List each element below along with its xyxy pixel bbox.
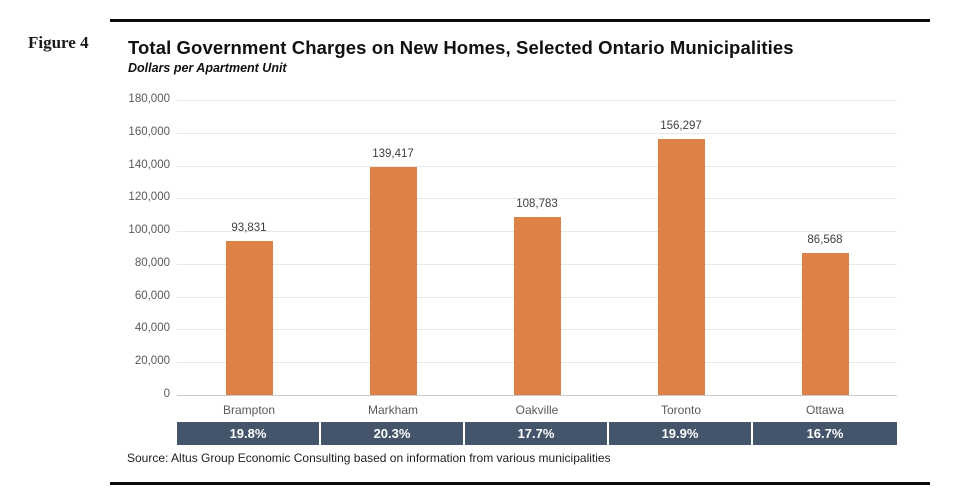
y-axis-tick-label: 120,000	[128, 191, 170, 204]
percent-band-cell: 19.9%	[609, 422, 753, 445]
y-axis-tick-label: 60,000	[134, 289, 170, 302]
y-axis-tick-label: 100,000	[128, 224, 170, 237]
percent-band-cell-label: 17.7%	[517, 426, 555, 441]
bar-value-label: 139,417	[372, 147, 414, 160]
percent-band-cell: 19.8%	[177, 422, 321, 445]
x-axis-category-label: Oakville	[515, 403, 559, 417]
chart-subtitle: Dollars per Apartment Unit	[128, 61, 287, 75]
percent-band-cell-label: 19.9%	[661, 426, 699, 441]
y-axis-tick-label: 140,000	[128, 158, 170, 171]
bar	[657, 138, 705, 395]
gridline	[177, 165, 897, 167]
bar	[225, 241, 273, 395]
percent-band-cell: 20.3%	[321, 422, 465, 445]
bar	[801, 253, 849, 395]
y-axis-tick-label: 20,000	[134, 355, 170, 368]
chart-title: Total Government Charges on New Homes, S…	[128, 37, 794, 58]
x-axis-category-label: Brampton	[222, 403, 276, 417]
y-axis-tick-label: 80,000	[134, 256, 170, 269]
gridline	[177, 198, 897, 200]
percent-band-cell-label: 16.7%	[806, 426, 844, 441]
x-axis-category-label: Markham	[367, 403, 418, 417]
x-axis-category-label: Ottawa	[805, 403, 844, 417]
percent-band-cell-label: 20.3%	[373, 426, 411, 441]
source-note: Source: Altus Group Economic Consulting …	[127, 451, 611, 465]
bar	[513, 216, 561, 395]
bar-value-label: 156,297	[660, 119, 702, 132]
x-axis-category-label: Toronto	[660, 403, 702, 417]
y-axis-tick-label: 160,000	[128, 125, 170, 138]
bar-value-label: 86,568	[807, 234, 843, 247]
bottom-rule	[110, 482, 930, 485]
bar	[369, 166, 417, 395]
percent-band-cell: 16.7%	[753, 422, 897, 445]
bar-value-label: 108,783	[516, 197, 558, 210]
y-axis-tick-label: 40,000	[134, 322, 170, 335]
x-axis-line	[177, 395, 897, 396]
gridline	[177, 100, 897, 101]
y-axis-tick-label: 0	[163, 388, 170, 400]
top-rule	[110, 19, 930, 22]
gridline	[177, 132, 897, 134]
bar-value-label: 93,831	[231, 222, 267, 235]
percent-band-cell: 17.7%	[465, 422, 609, 445]
y-axis-tick-label: 180,000	[128, 93, 170, 105]
figure-label: Figure 4	[28, 33, 89, 52]
percent-band-cell-label: 19.8%	[229, 426, 267, 441]
